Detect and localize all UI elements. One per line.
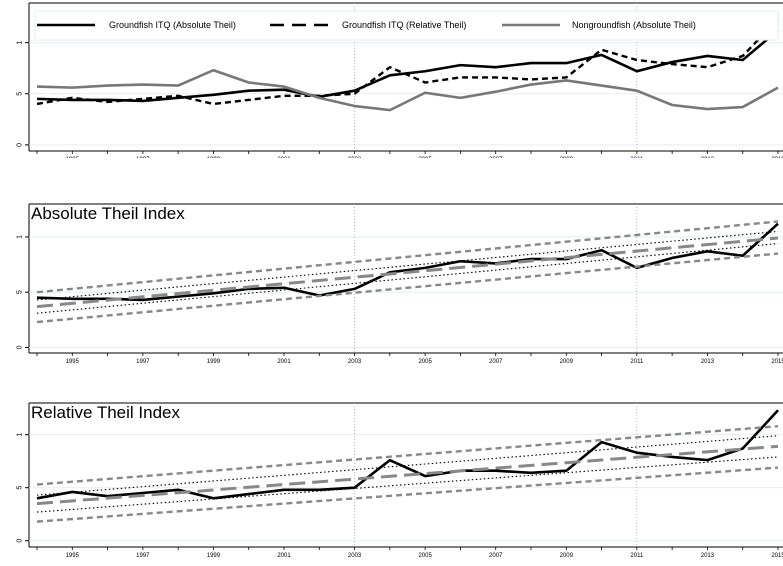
series-line-dashed-5 <box>36 220 779 294</box>
legend-box <box>34 10 779 41</box>
y-tick-label: 5 <box>17 486 24 490</box>
series-line-groundfish-itq-relative-theil <box>36 18 779 106</box>
x-tick-label: 1999 <box>207 553 221 559</box>
series-line-dashed-4 <box>36 252 779 324</box>
x-tick-label: 2011 <box>630 157 644 158</box>
x-tick-label: 1997 <box>136 359 150 365</box>
x-tick-label: 2007 <box>489 553 503 559</box>
x-tick-label: 2003 <box>348 553 362 559</box>
legend-label: Groundfish ITQ (Absolute Theil) <box>109 20 236 30</box>
x-tick-label: 1995 <box>66 553 80 559</box>
x-tick-label: 1997 <box>136 553 150 559</box>
x-tick-label: 2009 <box>560 553 574 559</box>
x-tick-label: 2003 <box>348 359 362 365</box>
series-line-solid-0 <box>36 222 779 302</box>
x-tick-label: 2007 <box>489 359 503 365</box>
x-tick-label: 2001 <box>277 553 291 559</box>
series-line-dotted-2 <box>36 456 779 513</box>
x-tick-label: 2015 <box>771 359 783 365</box>
x-tick-label: 2011 <box>630 553 644 559</box>
x-tick-label: 1999 <box>207 157 221 158</box>
x-tick-label: 2013 <box>701 553 715 559</box>
x-tick-label: 2009 <box>560 157 574 158</box>
x-tick-label: 2005 <box>418 359 432 365</box>
absolute-theil-chart: 0 5 1 1995 1997 1999 2001 2003 2005 2007 2009 2011 2… <box>17 203 783 365</box>
series-line-dotted-2 <box>36 243 779 314</box>
panel-title: Absolute Theil Index <box>31 204 185 223</box>
series-line-nongroundfish-absolute-theil <box>36 68 779 112</box>
x-tick-label: 1999 <box>207 359 221 365</box>
legend-label: Groundfish ITQ (Relative Theil) <box>342 20 466 30</box>
y-tick-label: 5 <box>17 92 24 96</box>
series-line-longdash-1 <box>36 236 779 309</box>
x-tick-label: 2003 <box>348 157 362 158</box>
x-tick-label: 1995 <box>66 359 80 365</box>
x-tick-label: 2011 <box>630 359 644 365</box>
series-line-dashed-4 <box>36 466 779 523</box>
panel-title: Relative Theil Index <box>31 403 180 422</box>
y-tick-label: 5 <box>17 290 24 294</box>
series-line-longdash-1 <box>36 444 779 506</box>
x-tick-label: 2005 <box>418 553 432 559</box>
legend-label: Nongroundfish (Absolute Theil) <box>572 20 696 30</box>
y-tick-label: 1 <box>17 433 24 437</box>
y-tick-label: 0 <box>17 539 24 543</box>
series-line-groundfish-itq-absolute-theil <box>36 29 779 103</box>
series-line-dotted-3 <box>36 230 779 301</box>
series-line-dotted-3 <box>36 435 779 496</box>
x-tick-label: 2007 <box>489 157 503 158</box>
x-tick-label: 2013 <box>701 359 715 365</box>
x-tick-label: 2015 <box>771 157 783 158</box>
series-line-solid-0 <box>36 409 779 500</box>
series-line-dashed-5 <box>36 425 779 486</box>
x-tick-label: 2001 <box>277 157 291 158</box>
y-tick-label: 1 <box>17 41 24 45</box>
x-tick-label: 2015 <box>771 553 783 559</box>
x-tick-label: 1997 <box>136 157 150 158</box>
y-tick-label: 1 <box>17 235 24 239</box>
x-tick-label: 2005 <box>418 157 432 158</box>
y-tick-label: 0 <box>17 345 24 349</box>
x-tick-label: 2013 <box>701 157 715 158</box>
y-tick-label: 0 <box>17 143 24 147</box>
x-tick-label: 2009 <box>560 359 574 365</box>
x-tick-label: 1995 <box>66 157 80 158</box>
relative-theil-chart: 0 5 1 1995 1997 1999 2001 2003 2005 2007 2009 2011 2… <box>17 402 783 559</box>
combined-theil-chart: 0 5 1 1995 1997 1999 2001 2003 2005 2007 2009 2011 2… <box>17 2 783 158</box>
x-tick-label: 2001 <box>277 359 291 365</box>
